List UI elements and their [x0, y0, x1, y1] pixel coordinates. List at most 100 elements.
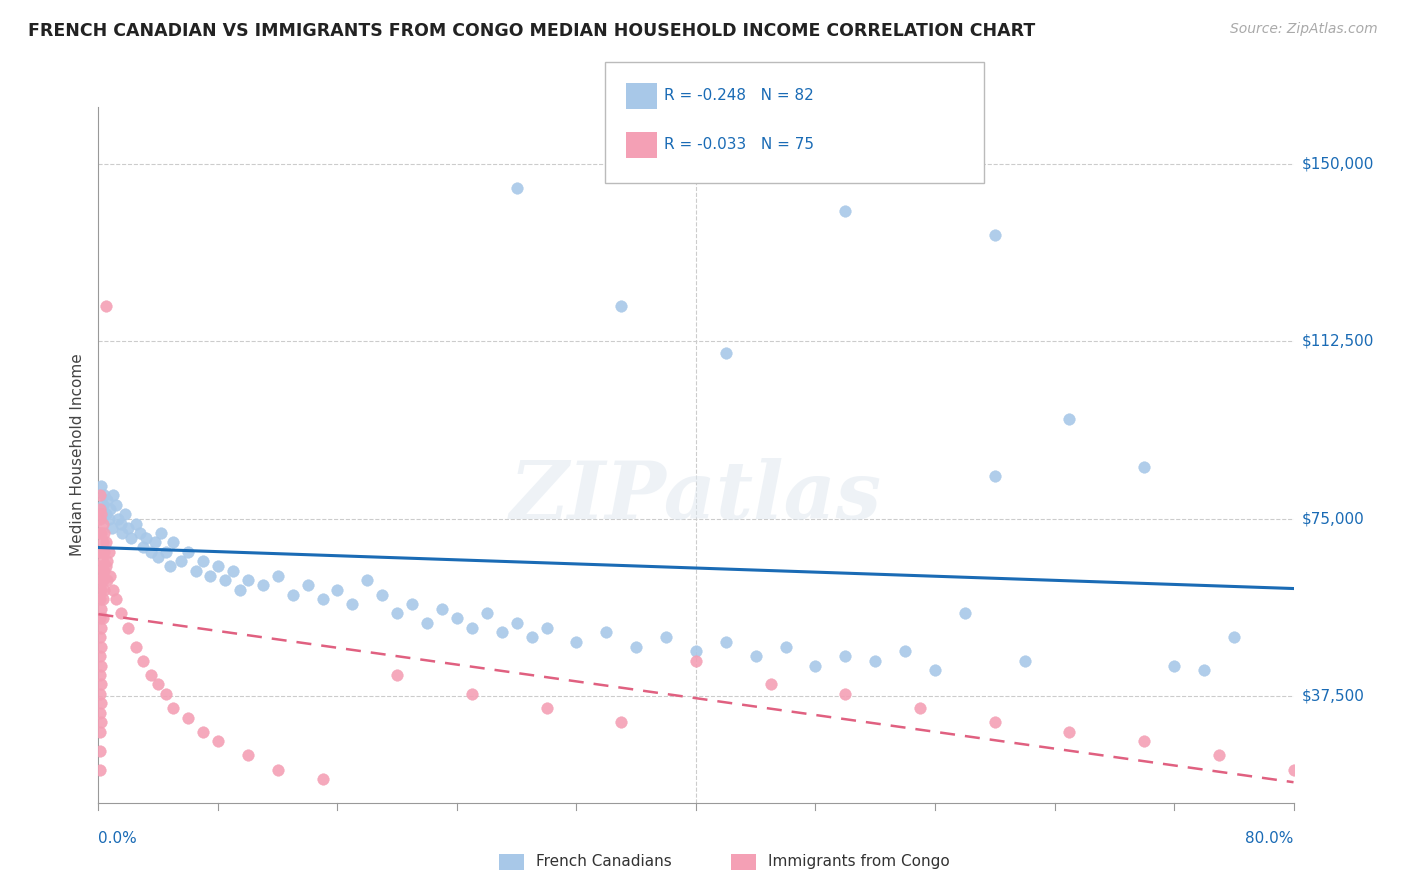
Point	[714, 346, 737, 360]
Point	[110, 607, 132, 621]
Point	[97, 512, 120, 526]
Point	[114, 507, 136, 521]
Text: 80.0%: 80.0%	[1246, 830, 1294, 846]
Point	[117, 521, 139, 535]
Point	[356, 574, 378, 588]
Point	[200, 568, 222, 582]
Point	[120, 531, 142, 545]
Point	[1223, 630, 1246, 644]
Point	[759, 677, 782, 691]
Point	[1282, 763, 1305, 777]
Point	[222, 564, 245, 578]
Point	[595, 625, 617, 640]
Point	[159, 559, 181, 574]
Point	[125, 640, 148, 654]
Point	[94, 535, 117, 549]
Point	[90, 582, 112, 597]
Point	[655, 630, 678, 644]
Point	[385, 668, 409, 682]
Point	[1192, 663, 1215, 677]
Point	[148, 549, 170, 564]
Point	[111, 526, 134, 541]
Point	[148, 677, 170, 691]
Point	[342, 597, 364, 611]
Point	[865, 654, 887, 668]
Point	[125, 516, 148, 531]
Point	[101, 521, 124, 535]
Y-axis label: Median Household Income: Median Household Income	[70, 353, 86, 557]
Point	[506, 180, 529, 194]
Point	[775, 640, 797, 654]
Point	[93, 545, 115, 559]
Point	[214, 574, 236, 588]
Point	[96, 574, 118, 588]
Point	[461, 687, 484, 701]
Point	[132, 654, 155, 668]
Point	[89, 763, 111, 777]
Point	[610, 715, 633, 730]
Point	[89, 559, 111, 574]
Point	[89, 502, 111, 516]
Point	[90, 564, 112, 578]
Point	[475, 607, 498, 621]
Point	[610, 299, 633, 313]
Point	[90, 697, 112, 711]
Text: ZIPatlas: ZIPatlas	[510, 458, 882, 535]
Point	[804, 658, 827, 673]
Point	[281, 588, 304, 602]
Point	[1133, 459, 1156, 474]
Point	[150, 526, 173, 541]
Point	[89, 649, 111, 664]
Point	[191, 554, 214, 568]
Point	[983, 469, 1005, 483]
Point	[834, 687, 856, 701]
Point	[461, 621, 484, 635]
Point	[685, 644, 707, 658]
Point	[89, 630, 111, 644]
Point	[169, 554, 191, 568]
Point	[685, 654, 707, 668]
Point	[129, 526, 152, 541]
Point	[416, 615, 439, 630]
Point	[132, 540, 155, 554]
Point	[491, 625, 513, 640]
Text: $75,000: $75,000	[1302, 511, 1365, 526]
Point	[93, 582, 115, 597]
Point	[207, 559, 229, 574]
Point	[155, 545, 177, 559]
Point	[89, 744, 111, 758]
Point	[90, 526, 112, 541]
Point	[565, 635, 588, 649]
Point	[1163, 658, 1185, 673]
Point	[191, 724, 214, 739]
Text: $37,500: $37,500	[1302, 689, 1365, 704]
Point	[94, 507, 117, 521]
Point	[1059, 724, 1081, 739]
Point	[90, 640, 112, 654]
Text: Immigrants from Congo: Immigrants from Congo	[768, 855, 949, 869]
Point	[143, 535, 166, 549]
Text: $150,000: $150,000	[1302, 156, 1374, 171]
Point	[91, 535, 114, 549]
Point	[89, 611, 111, 625]
Point	[96, 554, 118, 568]
Point	[252, 578, 274, 592]
Point	[506, 615, 529, 630]
Point	[90, 621, 112, 635]
Point	[446, 611, 468, 625]
Point	[236, 574, 259, 588]
Text: R = -0.248   N = 82: R = -0.248 N = 82	[664, 88, 814, 103]
Point	[90, 601, 112, 615]
Point	[139, 668, 162, 682]
Point	[91, 574, 114, 588]
Point	[229, 582, 252, 597]
Point	[89, 668, 111, 682]
Point	[267, 568, 290, 582]
Point	[91, 611, 114, 625]
Point	[953, 607, 976, 621]
Point	[91, 592, 114, 607]
Point	[91, 554, 114, 568]
Text: French Canadians: French Canadians	[536, 855, 672, 869]
Point	[430, 601, 453, 615]
Point	[908, 701, 931, 715]
